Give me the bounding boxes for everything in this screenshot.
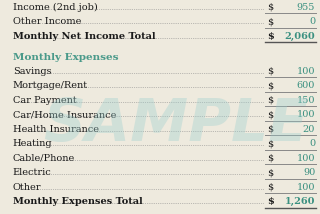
Text: $: $ bbox=[267, 139, 274, 148]
Text: 0: 0 bbox=[309, 139, 315, 148]
Text: Electric: Electric bbox=[13, 168, 52, 177]
Text: 150: 150 bbox=[297, 96, 315, 105]
Text: $: $ bbox=[267, 31, 274, 40]
Text: 20: 20 bbox=[303, 125, 315, 134]
Text: $: $ bbox=[267, 110, 274, 119]
Text: Other Income: Other Income bbox=[13, 17, 81, 26]
Text: 955: 955 bbox=[297, 3, 315, 12]
Text: 0: 0 bbox=[309, 17, 315, 26]
Text: SAMPLE: SAMPLE bbox=[44, 96, 308, 153]
Text: Heating: Heating bbox=[13, 139, 52, 148]
Text: 1,260: 1,260 bbox=[285, 197, 315, 206]
Text: $: $ bbox=[267, 17, 274, 26]
Text: Monthly Net Income Total: Monthly Net Income Total bbox=[13, 31, 156, 40]
Text: Savings: Savings bbox=[13, 67, 52, 76]
Text: $: $ bbox=[267, 67, 274, 76]
Text: Other: Other bbox=[13, 183, 41, 192]
Text: $: $ bbox=[267, 154, 274, 163]
Text: 100: 100 bbox=[297, 154, 315, 163]
Text: Income (2nd job): Income (2nd job) bbox=[13, 2, 98, 12]
Text: $: $ bbox=[267, 168, 274, 177]
Text: 90: 90 bbox=[303, 168, 315, 177]
Text: Monthly Expenses Total: Monthly Expenses Total bbox=[13, 197, 142, 206]
Text: $: $ bbox=[267, 81, 274, 90]
Text: Monthly Expenses: Monthly Expenses bbox=[13, 53, 118, 62]
Text: 100: 100 bbox=[297, 67, 315, 76]
Text: $: $ bbox=[267, 125, 274, 134]
Text: 2,060: 2,060 bbox=[284, 31, 315, 40]
Text: 100: 100 bbox=[297, 110, 315, 119]
Text: 100: 100 bbox=[297, 183, 315, 192]
Text: $: $ bbox=[267, 96, 274, 105]
Text: Cable/Phone: Cable/Phone bbox=[13, 154, 75, 163]
Text: $: $ bbox=[267, 197, 274, 206]
Text: Health Insurance: Health Insurance bbox=[13, 125, 99, 134]
Text: $: $ bbox=[267, 183, 274, 192]
Text: 600: 600 bbox=[297, 81, 315, 90]
Text: Car/Home Insurance: Car/Home Insurance bbox=[13, 110, 116, 119]
Text: $: $ bbox=[267, 3, 274, 12]
Text: Car Payment: Car Payment bbox=[13, 96, 76, 105]
Text: Mortgage/Rent: Mortgage/Rent bbox=[13, 81, 88, 90]
